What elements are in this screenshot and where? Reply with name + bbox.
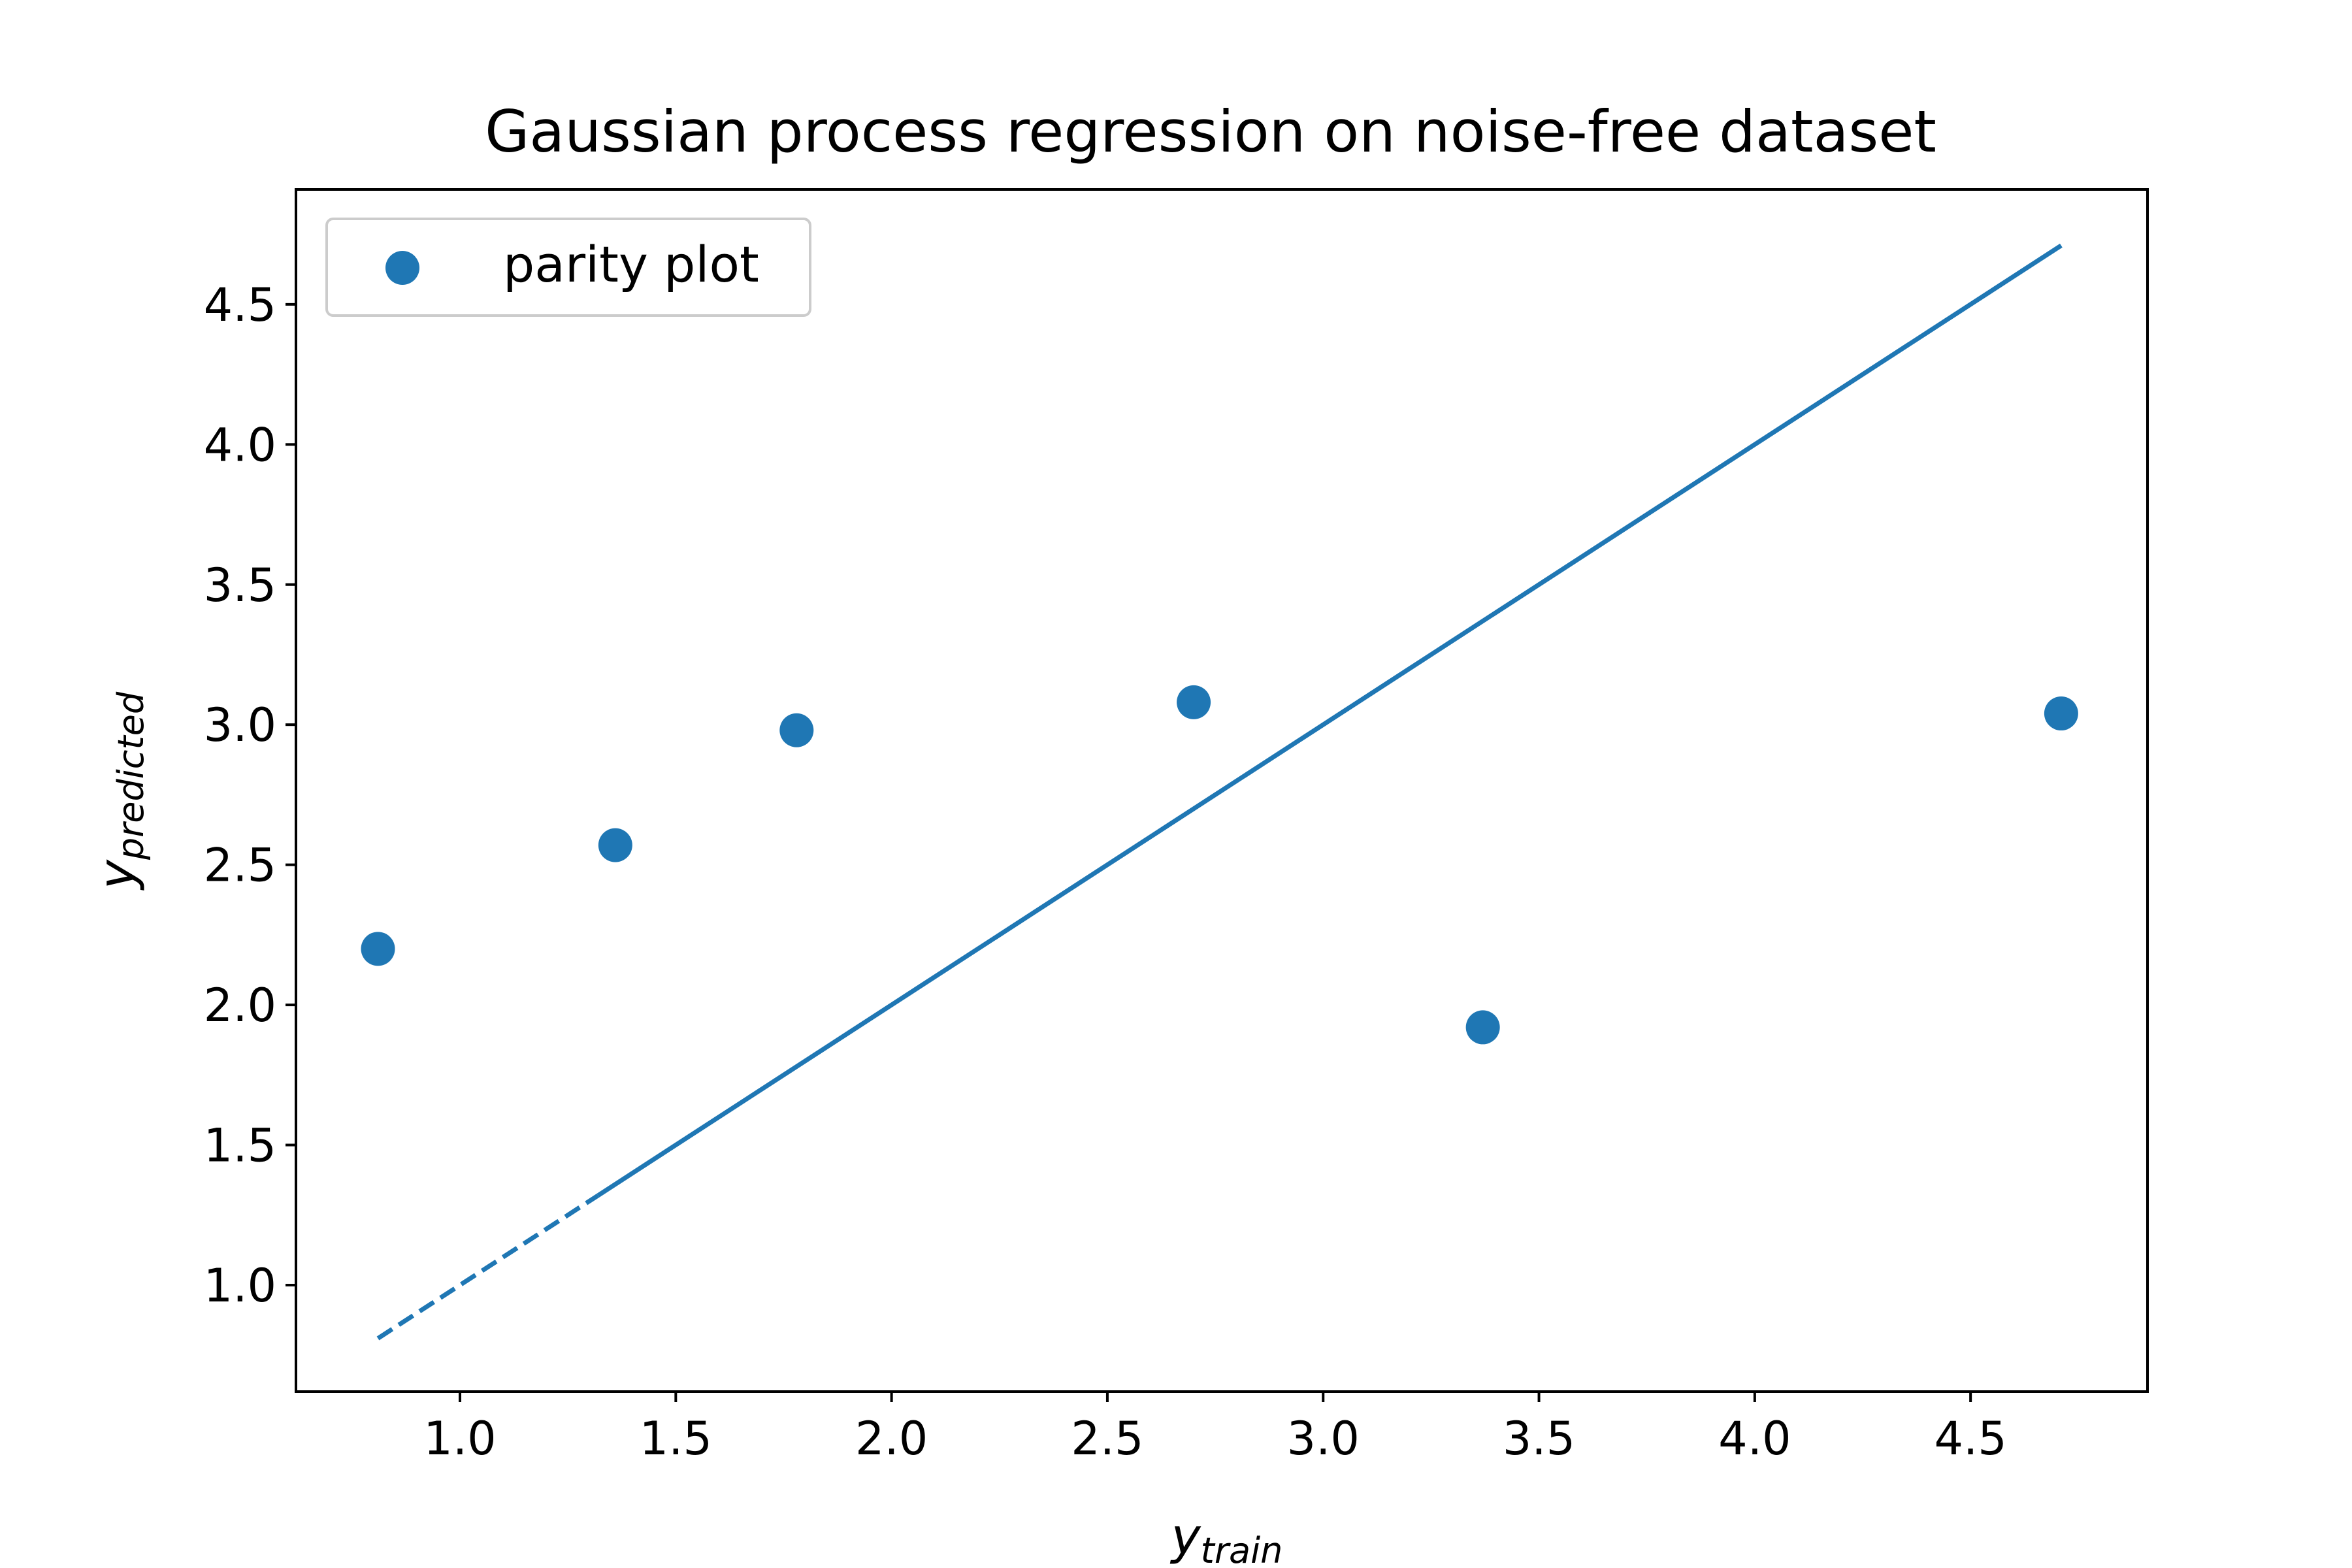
scatter-point-6 [2044,696,2078,731]
y-tick-label-4: 2.5 [204,839,276,892]
dashed-reference-line [376,1193,600,1341]
scatter-point-5 [1465,1010,1500,1045]
legend-marker [385,251,419,285]
x-tick-label-4: 2.5 [1071,1412,1143,1465]
x-tick-label-5: 3.0 [1287,1412,1360,1465]
x-tick-label-1: 1.0 [423,1412,496,1465]
y-axis-ticks: 1.0 1.5 2.0 2.5 3.0 3.5 4.0 4.5 [204,278,296,1313]
solid-reference-line [596,243,2063,1198]
y-tick-label-5: 3.0 [204,698,276,752]
y-tick-label-8: 4.5 [204,278,276,332]
legend: parity plot [325,218,811,317]
y-tick-label-2: 1.5 [204,1119,276,1173]
legend-label: parity plot [503,235,759,293]
y-tick-label-1: 1.0 [204,1259,276,1313]
x-axis-label: ytrain [1170,1507,1283,1568]
x-tick-label-6: 3.5 [1503,1412,1575,1465]
y-tick-label-7: 4.0 [204,418,276,472]
y-axis-label: ypredicted [88,691,152,890]
scatter-point-1 [361,932,395,966]
x-axis-label-base: y [1170,1507,1201,1565]
x-axis-label-subscript: train [1201,1530,1283,1568]
scatter-points [361,685,2078,1045]
plot-area-frame [295,188,2149,1393]
scatter-point-4 [1177,685,1211,719]
scatter-point-3 [779,713,814,747]
y-axis-label-subscript: predicted [110,691,152,860]
reference-lines [376,243,2063,1341]
x-tick-label-2: 1.5 [640,1412,712,1465]
x-tick-label-8: 4.5 [1934,1412,2006,1465]
chart-title: Gaussian process regression on noise-fre… [485,98,1936,165]
x-tick-label-3: 2.0 [855,1412,928,1465]
y-tick-label-6: 3.5 [204,559,276,612]
x-tick-label-7: 4.0 [1718,1412,1791,1465]
legend-box [325,218,811,317]
y-tick-label-3: 2.0 [204,979,276,1032]
y-axis-label-base: y [88,859,146,890]
x-axis-ticks: 1.0 1.5 2.0 2.5 3.0 3.5 4.0 4.5 [423,1392,2007,1465]
scatter-point-2 [598,828,632,862]
